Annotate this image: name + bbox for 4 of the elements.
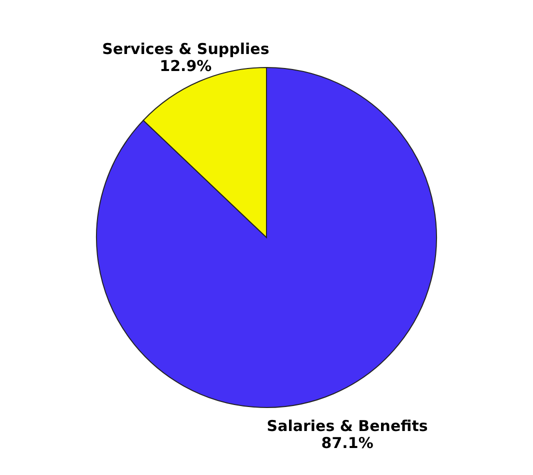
slice-label: Salaries & Benefits bbox=[266, 416, 428, 435]
slice-label: Services & Supplies bbox=[102, 40, 270, 58]
data-label: 87.1% bbox=[321, 434, 374, 452]
data-label: 12.9% bbox=[160, 57, 212, 76]
